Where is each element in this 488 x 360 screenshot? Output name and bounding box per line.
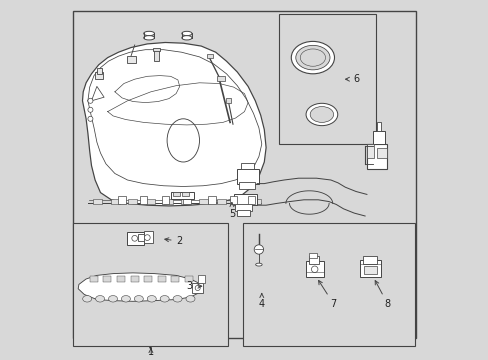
Bar [89,276,98,282]
Ellipse shape [134,296,143,302]
Bar [171,276,179,282]
Bar [216,199,225,204]
Bar [73,223,228,346]
Bar [146,199,155,204]
Bar [247,196,255,204]
Ellipse shape [121,296,130,302]
Bar [185,276,193,282]
Bar [373,131,384,144]
Bar [144,276,152,282]
Ellipse shape [300,49,325,66]
Ellipse shape [95,296,104,302]
Bar [130,276,138,282]
Bar [362,256,376,264]
Circle shape [195,285,200,291]
Bar [208,196,215,204]
Ellipse shape [185,296,195,302]
Bar [163,199,172,204]
Bar [181,199,190,204]
Bar [111,199,120,204]
Ellipse shape [143,36,154,40]
Bar [241,163,253,169]
Bar [128,199,137,204]
Bar [235,204,251,211]
Bar [233,194,257,205]
Bar [230,196,237,204]
Bar [158,276,165,282]
Bar [305,261,323,277]
Ellipse shape [182,31,192,36]
Text: 6: 6 [345,74,358,84]
Bar [226,98,230,103]
Ellipse shape [295,45,329,70]
Bar [308,256,319,264]
Ellipse shape [143,31,154,36]
Bar [140,196,147,204]
Bar [170,192,194,199]
Text: 2: 2 [164,236,183,246]
Bar [237,169,258,184]
Bar [183,196,190,204]
Bar [152,48,160,51]
Bar [363,266,376,274]
Bar [236,210,249,216]
Bar [278,14,375,144]
Bar [97,68,102,74]
Text: 4: 4 [258,293,264,309]
Bar [198,275,204,283]
Text: 5: 5 [228,203,235,219]
Bar [143,231,152,243]
Ellipse shape [167,119,199,162]
Bar [127,56,136,63]
Polygon shape [78,273,199,301]
Circle shape [132,235,137,241]
Bar [192,283,203,293]
Ellipse shape [173,296,182,302]
Bar [242,223,415,346]
Ellipse shape [255,263,262,266]
Bar [127,232,143,245]
Bar [234,199,243,204]
Bar [117,276,124,282]
Bar [182,192,188,196]
Bar [138,234,149,241]
Ellipse shape [309,107,333,122]
Ellipse shape [82,296,91,302]
Polygon shape [82,42,265,206]
Bar [206,54,212,58]
Ellipse shape [182,36,192,40]
Text: 7: 7 [318,280,336,309]
Ellipse shape [160,296,169,302]
Ellipse shape [147,296,156,302]
Circle shape [88,116,93,121]
Bar [153,50,159,61]
Bar [376,122,381,131]
Ellipse shape [291,41,334,74]
Bar [173,192,179,196]
Text: 3: 3 [186,281,202,291]
Circle shape [144,235,150,240]
Ellipse shape [108,296,117,302]
Bar [199,199,207,204]
Circle shape [88,98,93,103]
Bar [251,199,260,204]
Bar [118,196,125,204]
Bar [103,276,111,282]
Circle shape [88,107,93,112]
Bar [217,76,224,81]
Bar [95,72,103,79]
Bar [309,253,317,258]
Bar [366,144,386,169]
Bar [376,148,386,158]
Bar [366,144,373,158]
Text: 1: 1 [147,347,154,357]
Circle shape [311,266,317,273]
Bar [239,182,255,189]
Text: 8: 8 [374,280,390,309]
Bar [359,260,381,277]
Bar [162,196,168,204]
Ellipse shape [305,103,337,126]
Bar [93,199,102,204]
Circle shape [254,245,263,254]
